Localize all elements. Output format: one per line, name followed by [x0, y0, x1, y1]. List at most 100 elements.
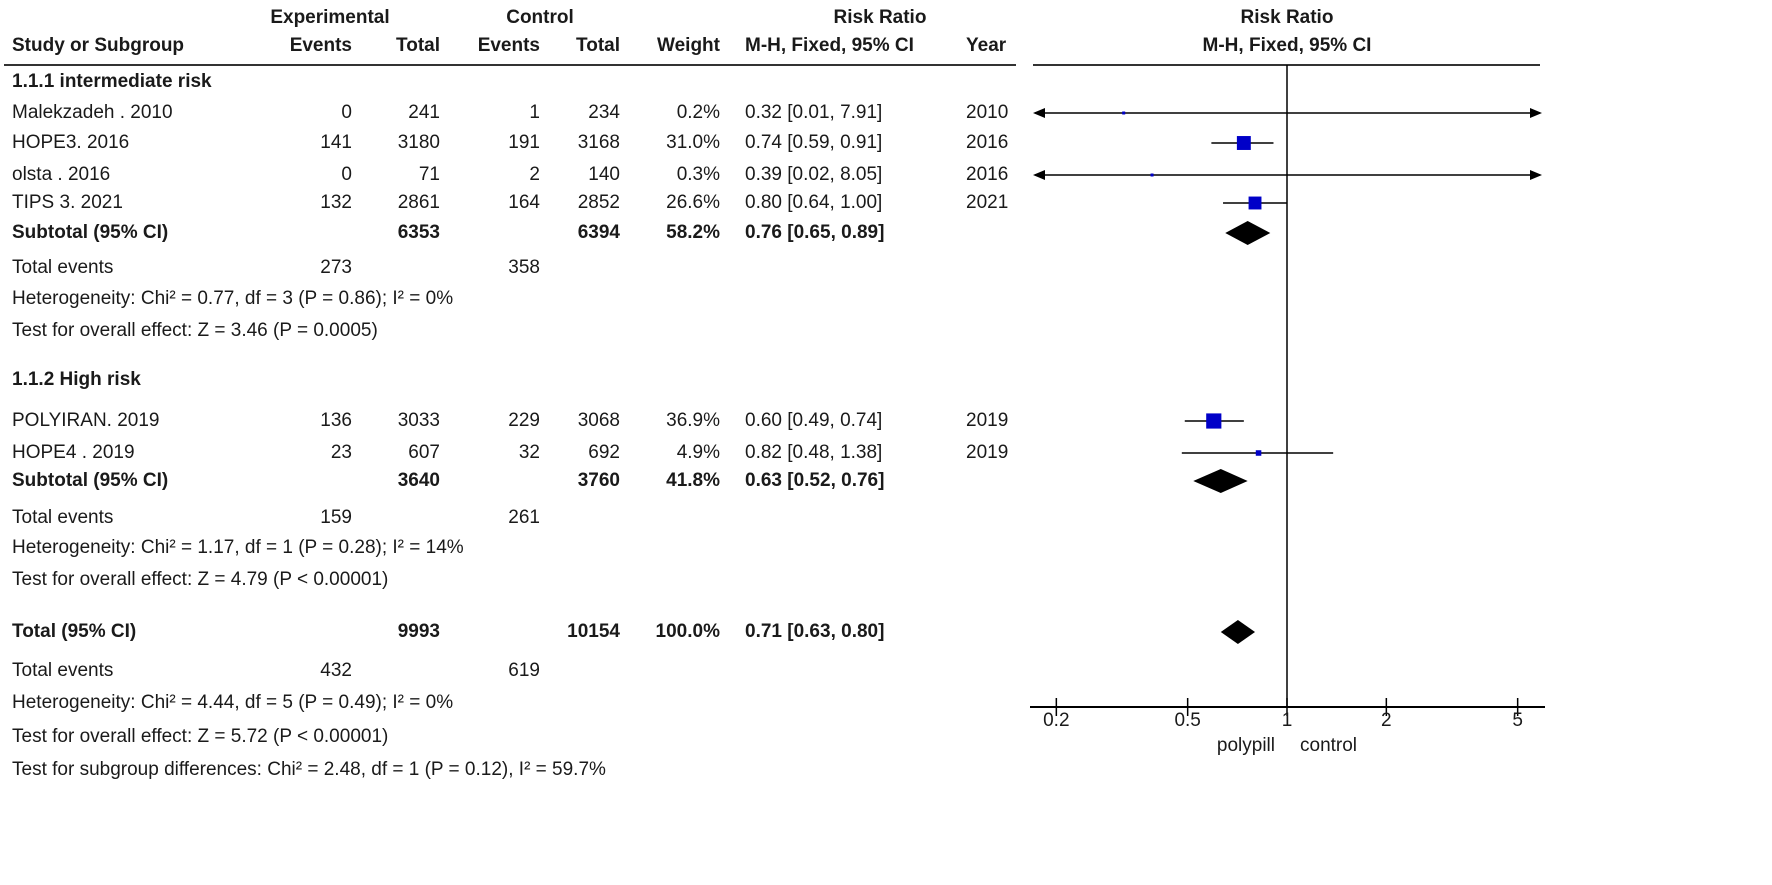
- ctrl-events: 1: [529, 102, 540, 123]
- total-risk-ratio: 0.71 [0.63, 0.80]: [745, 621, 885, 642]
- subgroup-differences: Test for subgroup differences: Chi² = 2.…: [12, 759, 606, 780]
- header-method-left: M-H, Fixed, 95% CI: [745, 35, 914, 56]
- favours-left: polypill: [1216, 735, 1275, 756]
- subtotal-weight: 58.2%: [666, 222, 720, 243]
- header-ctrl-events: Events: [477, 35, 540, 56]
- ctrl-total: 2852: [577, 192, 620, 213]
- total-events-ctrl: 358: [508, 257, 540, 278]
- weight: 4.9%: [676, 442, 720, 463]
- subtotal-diamond: [1193, 469, 1248, 493]
- total-exp-total: 9993: [397, 621, 440, 642]
- weight: 36.9%: [666, 410, 720, 431]
- total-events-label: Total events: [12, 257, 114, 278]
- ctrl-events: 229: [508, 410, 540, 431]
- header-ctrl-total: Total: [576, 35, 620, 56]
- subtotal-diamond: [1225, 221, 1271, 245]
- subtotal-label: Subtotal (95% CI): [12, 470, 169, 491]
- heterogeneity: Heterogeneity: Chi² = 1.17, df = 1 (P = …: [12, 537, 464, 558]
- ci-arrow-right: [1530, 170, 1542, 180]
- header-method-right: M-H, Fixed, 95% CI: [1202, 35, 1372, 56]
- favours-right: control: [1300, 735, 1358, 756]
- x-tick-label: 0.5: [1174, 710, 1201, 731]
- study-name: TIPS 3. 2021: [12, 192, 123, 213]
- subgroup-title: 1.1.2 High risk: [12, 369, 141, 390]
- study-name: HOPE4 . 2019: [12, 442, 135, 463]
- exp-total: 2861: [397, 192, 440, 213]
- overall-heterogeneity: Heterogeneity: Chi² = 4.44, df = 5 (P = …: [12, 692, 454, 713]
- subtotal-ctrl-total: 6394: [577, 222, 620, 243]
- risk-ratio-ci: 0.82 [0.48, 1.38]: [745, 442, 883, 463]
- overall-effect-total: Test for overall effect: Z = 5.72 (P < 0…: [12, 726, 389, 747]
- study-marker: [1206, 413, 1222, 429]
- overall-total-events-exp: 432: [320, 660, 352, 681]
- ci-arrow-left: [1033, 170, 1045, 180]
- ci-arrow-right: [1530, 108, 1542, 118]
- ctrl-total: 3068: [577, 410, 620, 431]
- study-year: 2019: [966, 410, 1009, 431]
- overall-effect: Test for overall effect: Z = 4.79 (P < 0…: [12, 569, 389, 590]
- subtotal-label: Subtotal (95% CI): [12, 222, 169, 243]
- x-tick-label: 1: [1281, 710, 1293, 731]
- exp-events: 23: [330, 442, 352, 463]
- subtotal-weight: 41.8%: [666, 470, 720, 491]
- risk-ratio-ci: 0.60 [0.49, 0.74]: [745, 410, 883, 431]
- overall-diamond: [1220, 620, 1256, 644]
- header-study: Study or Subgroup: [12, 35, 185, 56]
- subtotal-risk-ratio: 0.63 [0.52, 0.76]: [745, 470, 885, 491]
- exp-events: 132: [320, 192, 352, 213]
- overall-total-events-label: Total events: [12, 660, 114, 681]
- total-events-exp: 273: [320, 257, 352, 278]
- study-year: 2016: [966, 132, 1009, 153]
- exp-total: 241: [408, 102, 440, 123]
- total-weight: 100.0%: [655, 621, 720, 642]
- subtotal-exp-total: 6353: [397, 222, 440, 243]
- overall-effect: Test for overall effect: Z = 3.46 (P = 0…: [12, 320, 378, 341]
- total-label: Total (95% CI): [12, 621, 137, 642]
- ctrl-events: 2: [529, 164, 540, 185]
- header-year: Year: [966, 35, 1007, 56]
- study-marker: [1248, 196, 1262, 210]
- risk-ratio-ci: 0.74 [0.59, 0.91]: [745, 132, 883, 153]
- study-name: Malekzadeh . 2010: [12, 102, 173, 123]
- ctrl-events: 164: [508, 192, 540, 213]
- study-marker: [1150, 173, 1154, 177]
- study-year: 2021: [966, 192, 1009, 213]
- study-year: 2010: [966, 102, 1009, 123]
- x-tick-label: 0.2: [1043, 710, 1070, 731]
- study-marker: [1255, 450, 1262, 456]
- ctrl-events: 191: [508, 132, 540, 153]
- risk-ratio-ci: 0.39 [0.02, 8.05]: [745, 164, 883, 185]
- ctrl-total: 692: [588, 442, 620, 463]
- header-exp-total: Total: [396, 35, 440, 56]
- risk-ratio-ci: 0.32 [0.01, 7.91]: [745, 102, 883, 123]
- exp-total: 71: [418, 164, 440, 185]
- exp-events: 141: [320, 132, 352, 153]
- ctrl-total: 234: [588, 102, 620, 123]
- subtotal-exp-total: 3640: [397, 470, 440, 491]
- study-marker: [1122, 111, 1126, 115]
- overall-total-events-ctrl: 619: [508, 660, 540, 681]
- exp-total: 3033: [397, 410, 440, 431]
- subgroup-title: 1.1.1 intermediate risk: [12, 71, 212, 92]
- header-experimental: Experimental: [270, 7, 390, 28]
- exp-total: 3180: [397, 132, 440, 153]
- risk-ratio-ci: 0.80 [0.64, 1.00]: [745, 192, 883, 213]
- study-name: olsta . 2016: [12, 164, 111, 185]
- study-marker: [1236, 136, 1251, 150]
- subtotal-risk-ratio: 0.76 [0.65, 0.89]: [745, 222, 885, 243]
- study-name: HOPE3. 2016: [12, 132, 130, 153]
- weight: 0.3%: [676, 164, 720, 185]
- ctrl-total: 3168: [577, 132, 620, 153]
- exp-events: 0: [341, 164, 352, 185]
- exp-events: 136: [320, 410, 352, 431]
- exp-total: 607: [408, 442, 440, 463]
- header-risk-ratio-right: Risk Ratio: [1240, 7, 1334, 28]
- header-exp-events: Events: [289, 35, 352, 56]
- total-events-ctrl: 261: [508, 507, 540, 528]
- exp-events: 0: [341, 102, 352, 123]
- header-risk-ratio-left: Risk Ratio: [833, 7, 927, 28]
- total-events-exp: 159: [320, 507, 352, 528]
- weight: 31.0%: [666, 132, 720, 153]
